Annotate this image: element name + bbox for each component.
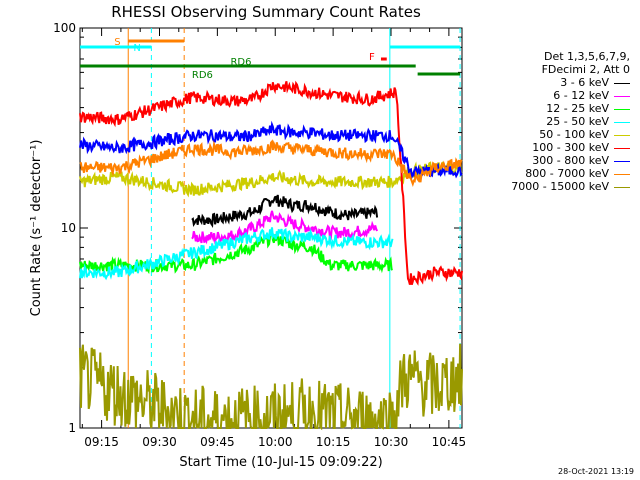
legend-header-line-2: FDecimi 2, Att 0 xyxy=(541,63,630,76)
segment-label: N xyxy=(133,43,140,54)
legend-swatch xyxy=(614,173,630,175)
x-tick-label: 09:15 xyxy=(84,435,119,449)
segment-label: RD6 xyxy=(230,57,251,68)
segment-label: F xyxy=(369,52,375,63)
legend-swatch xyxy=(614,147,630,149)
legend-swatch xyxy=(614,121,630,123)
x-tick-label: 09:45 xyxy=(200,435,235,449)
legend-entry: 800 - 7000 keV xyxy=(470,167,630,180)
series-line-5 xyxy=(79,80,463,286)
legend-swatch xyxy=(614,160,630,162)
x-axis-label: Start Time (10-Jul-15 09:09:22) xyxy=(179,455,382,470)
segment-label: RD6 xyxy=(192,70,213,81)
generation-timestamp: 28-Oct-2021 13:19 xyxy=(558,467,634,476)
legend-swatch xyxy=(614,108,630,110)
series-line-0 xyxy=(191,194,379,229)
legend-entry: 25 - 50 keV xyxy=(470,115,630,128)
legend-swatch xyxy=(614,186,630,188)
legend-entry: 12 - 25 keV xyxy=(470,102,630,115)
segment-label: S xyxy=(114,37,120,48)
x-tick-label: 10:15 xyxy=(316,435,351,449)
legend-label: 3 - 6 keV xyxy=(560,76,609,89)
series-line-8 xyxy=(79,343,463,431)
legend-label: 800 - 7000 keV xyxy=(525,167,609,180)
legend-entry: 50 - 100 keV xyxy=(470,128,630,141)
legend-entry: 7000 - 15000 keV xyxy=(470,180,630,193)
x-tick-label: 10:00 xyxy=(258,435,293,449)
x-tick-label: 10:45 xyxy=(432,435,467,449)
legend-label: 50 - 100 keV xyxy=(539,128,609,141)
series-line-6 xyxy=(79,120,463,181)
legend-label: 25 - 50 keV xyxy=(546,115,609,128)
legend-swatch xyxy=(614,134,630,136)
legend-header-line-1: Det 1,3,5,6,7,9, xyxy=(543,50,630,63)
legend-label: 100 - 300 keV xyxy=(532,141,609,154)
legend-label: 12 - 25 keV xyxy=(546,102,609,115)
legend: Det 1,3,5,6,7,9, FDecimi 2, Att 0 3 - 6 … xyxy=(470,50,630,193)
series-line-4 xyxy=(79,161,463,198)
y-tick-label: 10 xyxy=(61,221,76,235)
x-tick-label: 09:30 xyxy=(142,435,177,449)
legend-swatch xyxy=(614,82,630,84)
legend-label: 7000 - 15000 keV xyxy=(511,180,609,193)
legend-entry: 300 - 800 keV xyxy=(470,154,630,167)
y-axis-label: Count Rate (s⁻¹ detector⁻¹) xyxy=(29,140,44,317)
legend-entry: 100 - 300 keV xyxy=(470,141,630,154)
legend-entry: 3 - 6 keV xyxy=(470,76,630,89)
y-tick-label: 1 xyxy=(68,421,76,435)
legend-label: 6 - 12 keV xyxy=(553,89,609,102)
series-line-2 xyxy=(79,230,394,275)
series-line-7 xyxy=(79,139,463,187)
chart-title: RHESSI Observing Summary Count Rates xyxy=(111,3,421,21)
x-tick-label: 10:30 xyxy=(374,435,409,449)
legend-label: 300 - 800 keV xyxy=(532,154,609,167)
y-tick-label: 100 xyxy=(53,21,76,35)
legend-swatch xyxy=(614,95,630,97)
legend-entry: 6 - 12 keV xyxy=(470,89,630,102)
series-line-3 xyxy=(79,227,394,281)
